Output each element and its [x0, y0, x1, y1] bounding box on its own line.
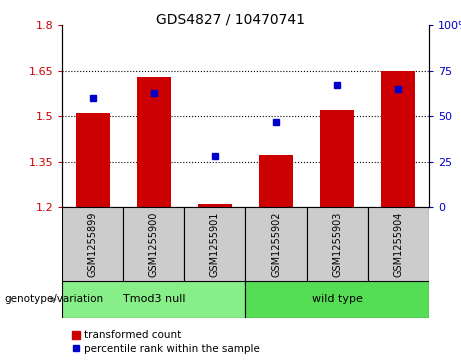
Text: GSM1255903: GSM1255903 — [332, 211, 342, 277]
Legend: transformed count, percentile rank within the sample: transformed count, percentile rank withi… — [67, 326, 264, 358]
Text: GDS4827 / 10470741: GDS4827 / 10470741 — [156, 13, 305, 27]
Text: genotype/variation: genotype/variation — [5, 294, 104, 305]
Bar — [137, 77, 171, 207]
Bar — [184, 207, 245, 281]
Text: GSM1255899: GSM1255899 — [88, 211, 98, 277]
Text: GSM1255902: GSM1255902 — [271, 211, 281, 277]
Bar — [245, 207, 307, 281]
Text: GSM1255904: GSM1255904 — [393, 211, 403, 277]
Bar — [245, 281, 429, 318]
Bar — [123, 207, 184, 281]
Bar — [320, 110, 354, 207]
Text: Tmod3 null: Tmod3 null — [123, 294, 185, 305]
Bar — [62, 207, 123, 281]
Bar — [62, 281, 245, 318]
Bar — [259, 155, 293, 207]
Text: wild type: wild type — [312, 294, 362, 305]
Bar — [307, 207, 367, 281]
Bar — [198, 204, 232, 207]
Bar — [76, 113, 110, 207]
Bar — [367, 207, 429, 281]
Text: GSM1255900: GSM1255900 — [149, 211, 159, 277]
Bar — [381, 71, 415, 207]
Text: GSM1255901: GSM1255901 — [210, 211, 220, 277]
